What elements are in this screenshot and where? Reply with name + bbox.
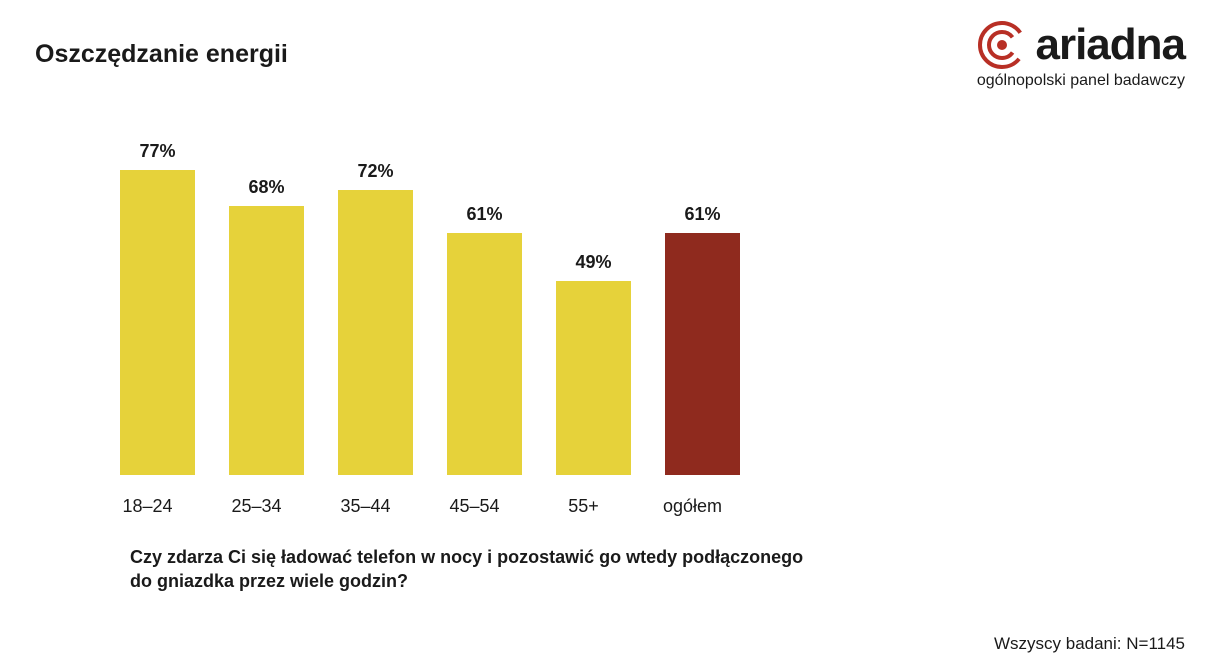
bar-group: 77% bbox=[120, 141, 195, 475]
page-title: Oszczędzanie energii bbox=[35, 40, 288, 69]
sample-size-note: Wszyscy badani: N=1145 bbox=[994, 634, 1185, 654]
target-icon bbox=[977, 20, 1027, 70]
brand-logo: ariadna ogólnopolski panel badawczy bbox=[977, 20, 1185, 90]
x-axis-label: 45–54 bbox=[437, 478, 512, 517]
survey-question: Czy zdarza Ci się ładować telefon w nocy… bbox=[130, 545, 830, 594]
bar-value-label: 61% bbox=[466, 204, 502, 225]
bar-group: 61% bbox=[447, 204, 522, 475]
brand-logo-row: ariadna bbox=[977, 20, 1185, 70]
bar bbox=[120, 170, 195, 475]
bar-group: 61% bbox=[665, 204, 740, 475]
x-axis-label: 18–24 bbox=[110, 478, 185, 517]
header: Oszczędzanie energii bbox=[35, 40, 288, 69]
bar-group: 68% bbox=[229, 177, 304, 475]
bar-group: 49% bbox=[556, 252, 631, 475]
x-axis-label: 35–44 bbox=[328, 478, 403, 517]
bar-value-label: 72% bbox=[357, 161, 393, 182]
bar-group: 72% bbox=[338, 161, 413, 475]
x-axis-label: 25–34 bbox=[219, 478, 294, 517]
bar bbox=[665, 233, 740, 475]
bar bbox=[229, 206, 304, 475]
bar bbox=[556, 281, 631, 475]
x-axis-label: 55+ bbox=[546, 478, 621, 517]
bar-value-label: 61% bbox=[684, 204, 720, 225]
bar-value-label: 68% bbox=[248, 177, 284, 198]
bar-value-label: 49% bbox=[575, 252, 611, 273]
x-axis-label: ogółem bbox=[655, 478, 730, 517]
brand-name: ariadna bbox=[1035, 23, 1185, 67]
brand-tagline: ogólnopolski panel badawczy bbox=[977, 72, 1185, 90]
x-axis: 18–24 25–34 35–44 45–54 55+ ogółem bbox=[110, 478, 760, 517]
bar-value-label: 77% bbox=[139, 141, 175, 162]
bar bbox=[338, 190, 413, 475]
bar-chart: 77%68%72%61%49%61% bbox=[120, 170, 740, 475]
bar bbox=[447, 233, 522, 475]
